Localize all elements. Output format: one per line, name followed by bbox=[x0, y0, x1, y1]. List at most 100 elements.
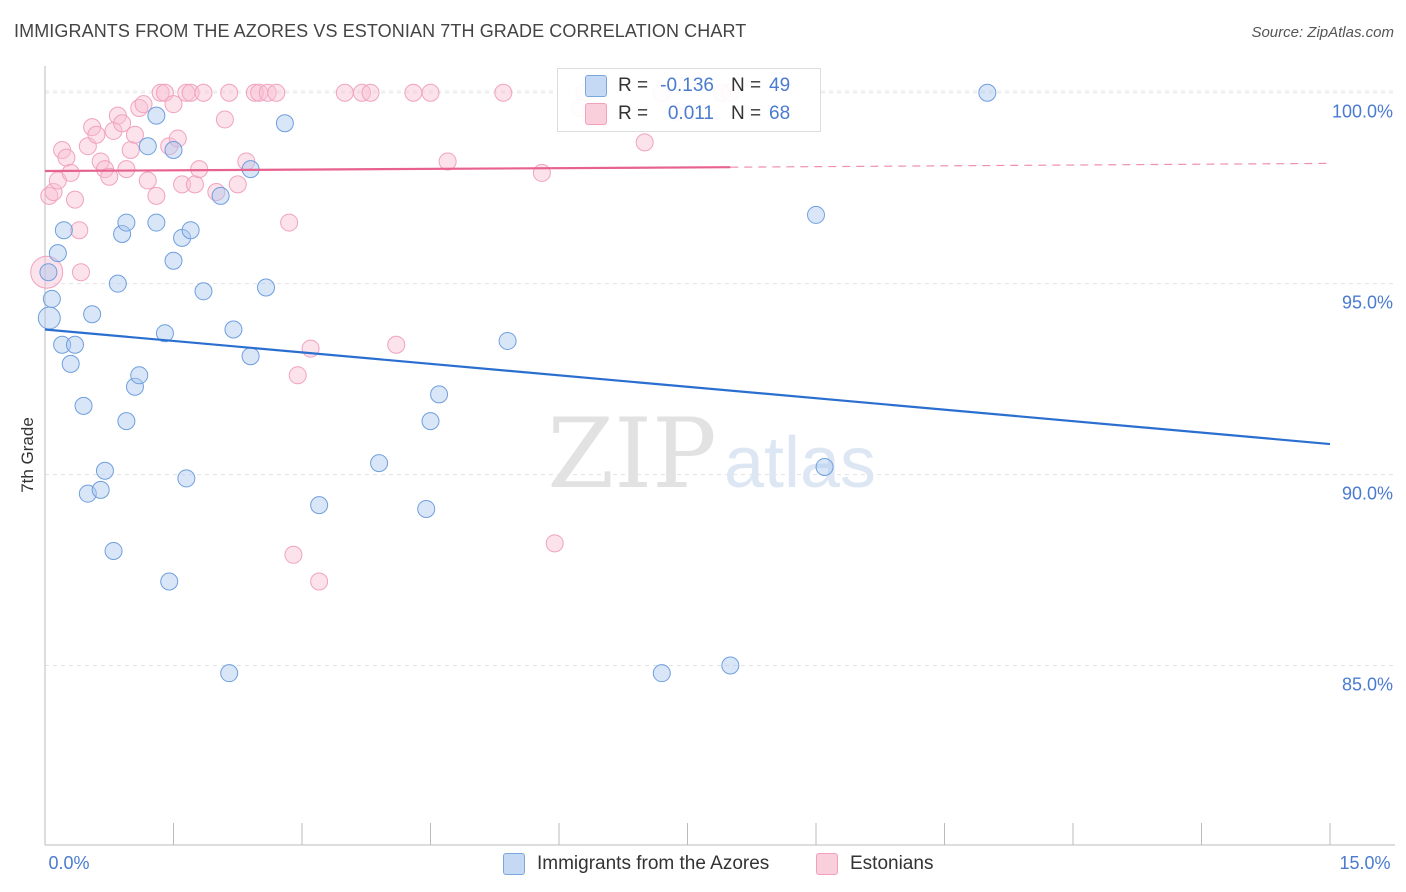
azores-point bbox=[275, 114, 294, 133]
estonians-point bbox=[387, 335, 406, 354]
legend-r-label: R = bbox=[618, 75, 649, 96]
estonians-point bbox=[228, 175, 247, 194]
estonians-point bbox=[245, 83, 264, 102]
azores-point bbox=[177, 469, 196, 488]
azores-point bbox=[147, 213, 166, 232]
estonians-point bbox=[151, 83, 170, 102]
estonians-point bbox=[288, 366, 307, 385]
estonians-point bbox=[125, 125, 144, 144]
bottom-legend-label: Estonians bbox=[850, 853, 934, 874]
azores-point bbox=[721, 656, 740, 675]
legend-n-label: N = bbox=[731, 75, 762, 96]
azores-point bbox=[498, 331, 517, 350]
azores-point bbox=[39, 263, 58, 282]
azores-point bbox=[125, 377, 144, 396]
legend-r-label: R = bbox=[618, 103, 649, 124]
azores-point bbox=[108, 274, 127, 293]
estonians-point bbox=[134, 95, 153, 114]
azores-point bbox=[430, 385, 449, 404]
stats-legend: R = -0.136 N = 49 R = 0.011 N = 68 bbox=[557, 68, 821, 132]
estonians-point bbox=[168, 129, 187, 148]
azores-point bbox=[48, 244, 67, 263]
azores-point bbox=[117, 412, 136, 431]
axes bbox=[44, 66, 1395, 846]
azores-point bbox=[164, 141, 183, 160]
bottom-legend-label: Immigrants from the Azores bbox=[537, 853, 770, 874]
estonians-point bbox=[494, 83, 513, 102]
azores-point bbox=[164, 251, 183, 270]
azores-point bbox=[95, 461, 114, 480]
estonians-point bbox=[30, 255, 64, 289]
azores-point bbox=[652, 664, 671, 683]
azores-point bbox=[54, 221, 73, 240]
estonians-point bbox=[117, 160, 136, 179]
azores-point bbox=[194, 282, 213, 301]
azores-point bbox=[130, 366, 149, 385]
estonians-point bbox=[545, 534, 564, 553]
azores-point bbox=[155, 324, 174, 343]
estonians-point bbox=[70, 221, 89, 240]
legend-row-azores: R = -0.136 N = 49 bbox=[558, 73, 820, 99]
estonians-point bbox=[44, 183, 63, 202]
estonians-point bbox=[185, 175, 204, 194]
azores-point bbox=[61, 354, 80, 373]
estonians-point bbox=[267, 83, 286, 102]
legend-r-value: 0.011 bbox=[667, 103, 714, 124]
estonians-point bbox=[284, 545, 303, 564]
estonians-point bbox=[147, 186, 166, 205]
data-points bbox=[30, 83, 997, 683]
estonians-point bbox=[113, 114, 132, 133]
source-credit: Source: ZipAtlas.com bbox=[1251, 24, 1394, 41]
y-tick-label: 90.0% bbox=[1342, 484, 1393, 504]
legend-n-label: N = bbox=[731, 103, 762, 124]
bottom-legend-swatch-pink bbox=[816, 853, 838, 875]
azores-point bbox=[160, 572, 179, 591]
estonians-point bbox=[635, 133, 654, 152]
azores-point bbox=[211, 186, 230, 205]
bottom-legend-swatch-blue bbox=[503, 853, 525, 875]
azores-point bbox=[310, 496, 329, 515]
legend-swatch-blue bbox=[585, 75, 607, 97]
estonians-point bbox=[87, 125, 106, 144]
azores-point bbox=[370, 454, 389, 473]
azores-point bbox=[807, 205, 825, 224]
legend-row-estonians: R = 0.011 N = 68 bbox=[558, 101, 820, 127]
azores-point bbox=[978, 83, 997, 102]
azores-trend-line bbox=[44, 328, 1331, 446]
azores-point bbox=[37, 306, 61, 330]
estonians-point bbox=[361, 83, 380, 102]
watermark-zip: ZIP bbox=[547, 398, 716, 510]
azores-point bbox=[220, 664, 239, 683]
azores-point bbox=[138, 137, 157, 156]
estonians-trend-extension bbox=[730, 162, 1331, 168]
legend-n-value: 68 bbox=[769, 103, 791, 124]
azores-point bbox=[147, 106, 166, 125]
azores-point bbox=[53, 335, 72, 354]
legend-swatch-pink bbox=[585, 103, 607, 125]
azores-point bbox=[74, 396, 93, 415]
azores-point bbox=[224, 320, 243, 339]
estonians-point bbox=[65, 190, 84, 209]
bottom-legend-estonians: Estonians bbox=[816, 852, 933, 876]
estonians-point bbox=[404, 83, 423, 102]
legend-n-value: 49 bbox=[769, 75, 791, 96]
estonians-point bbox=[438, 152, 457, 171]
azores-point bbox=[117, 213, 136, 232]
azores-point bbox=[113, 225, 132, 244]
estonians-point bbox=[310, 572, 329, 591]
estonians-point bbox=[100, 167, 119, 186]
tick-labels: 85.0% 90.0% 95.0% 100.0% 0.0% 15.0% bbox=[48, 102, 1393, 873]
azores-point bbox=[65, 335, 84, 354]
azores-point bbox=[104, 541, 123, 560]
azores-point bbox=[257, 278, 276, 297]
estonians-point bbox=[280, 213, 299, 232]
estonians-point bbox=[61, 163, 80, 182]
bottom-legend-azores: Immigrants from the Azores bbox=[503, 852, 769, 876]
estonians-point bbox=[164, 95, 183, 114]
azores-point bbox=[91, 480, 110, 499]
estonians-trend-line bbox=[44, 166, 731, 173]
estonians-point bbox=[71, 263, 90, 282]
y-tick-label: 85.0% bbox=[1342, 675, 1393, 695]
x-tick-label: 15.0% bbox=[1339, 853, 1390, 873]
